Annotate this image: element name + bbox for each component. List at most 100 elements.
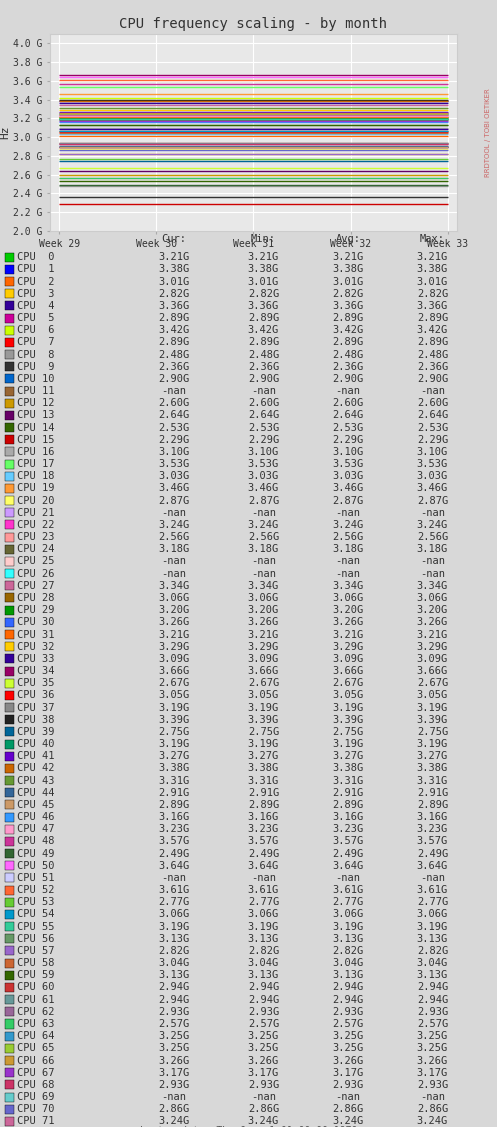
Text: 3.57G: 3.57G: [248, 836, 279, 846]
Text: -nan: -nan: [420, 557, 445, 567]
Text: 2.89G: 2.89G: [248, 337, 279, 347]
Text: 3.34G: 3.34G: [159, 580, 189, 591]
Text: 3.38G: 3.38G: [332, 763, 363, 773]
Text: 3.06G: 3.06G: [417, 593, 448, 603]
Text: -nan: -nan: [251, 557, 276, 567]
Text: 3.38G: 3.38G: [417, 763, 448, 773]
Text: 3.13G: 3.13G: [332, 970, 363, 980]
Text: CPU  6: CPU 6: [17, 326, 55, 335]
Text: CPU 27: CPU 27: [17, 580, 55, 591]
Text: 2.77G: 2.77G: [248, 897, 279, 907]
Text: 2.93G: 2.93G: [248, 1006, 279, 1017]
Text: 3.20G: 3.20G: [332, 605, 363, 615]
Text: 2.64G: 2.64G: [248, 410, 279, 420]
Text: 3.25G: 3.25G: [159, 1044, 189, 1054]
Text: 3.25G: 3.25G: [332, 1044, 363, 1054]
Text: 3.21G: 3.21G: [248, 252, 279, 263]
Text: 3.24G: 3.24G: [159, 1117, 189, 1126]
Text: RRDTOOL / TOBI OETIKER: RRDTOOL / TOBI OETIKER: [485, 88, 491, 177]
Text: 3.18G: 3.18G: [248, 544, 279, 554]
Text: CPU 65: CPU 65: [17, 1044, 55, 1054]
Text: CPU 56: CPU 56: [17, 934, 55, 943]
Text: 2.60G: 2.60G: [159, 398, 189, 408]
Text: 3.09G: 3.09G: [332, 654, 363, 664]
Text: 3.20G: 3.20G: [417, 605, 448, 615]
Text: CPU 58: CPU 58: [17, 958, 55, 968]
Text: 3.06G: 3.06G: [332, 593, 363, 603]
Text: 3.04G: 3.04G: [332, 958, 363, 968]
Text: 3.46G: 3.46G: [332, 483, 363, 494]
Text: 2.48G: 2.48G: [332, 349, 363, 360]
Text: 3.66G: 3.66G: [417, 666, 448, 676]
Text: 3.39G: 3.39G: [248, 715, 279, 725]
Text: 3.36G: 3.36G: [248, 301, 279, 311]
Text: 3.13G: 3.13G: [159, 934, 189, 943]
Text: CPU 41: CPU 41: [17, 752, 55, 761]
Text: -nan: -nan: [420, 1092, 445, 1102]
Text: CPU  4: CPU 4: [17, 301, 55, 311]
Text: 3.29G: 3.29G: [159, 641, 189, 651]
Text: 3.19G: 3.19G: [248, 739, 279, 749]
Text: CPU 13: CPU 13: [17, 410, 55, 420]
Text: 3.61G: 3.61G: [159, 885, 189, 895]
Text: 3.19G: 3.19G: [417, 702, 448, 712]
Text: 2.56G: 2.56G: [248, 532, 279, 542]
Text: 3.42G: 3.42G: [417, 326, 448, 335]
Text: CPU 40: CPU 40: [17, 739, 55, 749]
Text: 3.61G: 3.61G: [332, 885, 363, 895]
Text: CPU 26: CPU 26: [17, 569, 55, 578]
Text: 3.38G: 3.38G: [248, 763, 279, 773]
Text: 2.29G: 2.29G: [417, 435, 448, 445]
Text: 3.09G: 3.09G: [417, 654, 448, 664]
Text: 3.31G: 3.31G: [417, 775, 448, 786]
Text: -nan: -nan: [162, 1092, 186, 1102]
Text: -nan: -nan: [420, 508, 445, 517]
Text: 2.82G: 2.82G: [248, 946, 279, 956]
Text: 2.94G: 2.94G: [159, 995, 189, 1004]
Text: 2.77G: 2.77G: [417, 897, 448, 907]
Text: CPU 60: CPU 60: [17, 983, 55, 993]
Text: 3.16G: 3.16G: [417, 813, 448, 822]
Text: CPU 69: CPU 69: [17, 1092, 55, 1102]
Text: 3.38G: 3.38G: [332, 265, 363, 274]
Text: 3.27G: 3.27G: [332, 752, 363, 761]
Text: 3.34G: 3.34G: [332, 580, 363, 591]
Text: 3.61G: 3.61G: [248, 885, 279, 895]
Text: 3.23G: 3.23G: [417, 824, 448, 834]
Title: CPU frequency scaling - by month: CPU frequency scaling - by month: [119, 17, 388, 32]
Text: 3.39G: 3.39G: [417, 715, 448, 725]
Text: 3.13G: 3.13G: [248, 934, 279, 943]
Text: CPU 52: CPU 52: [17, 885, 55, 895]
Text: 3.16G: 3.16G: [248, 813, 279, 822]
Text: 3.31G: 3.31G: [332, 775, 363, 786]
Text: 3.05G: 3.05G: [417, 691, 448, 700]
Text: 2.82G: 2.82G: [248, 289, 279, 299]
Text: CPU  3: CPU 3: [17, 289, 55, 299]
Text: CPU 44: CPU 44: [17, 788, 55, 798]
Text: -nan: -nan: [251, 508, 276, 517]
Text: 2.64G: 2.64G: [159, 410, 189, 420]
Text: 2.49G: 2.49G: [332, 849, 363, 859]
Text: CPU 32: CPU 32: [17, 641, 55, 651]
Text: 3.03G: 3.03G: [159, 471, 189, 481]
Text: CPU  5: CPU 5: [17, 313, 55, 323]
Text: 3.19G: 3.19G: [159, 702, 189, 712]
Text: 3.17G: 3.17G: [332, 1067, 363, 1077]
Text: Cur:: Cur:: [162, 234, 186, 245]
Text: 3.10G: 3.10G: [417, 447, 448, 456]
Text: 3.19G: 3.19G: [332, 702, 363, 712]
Text: 3.46G: 3.46G: [159, 483, 189, 494]
Text: 3.06G: 3.06G: [417, 909, 448, 920]
Text: 2.48G: 2.48G: [248, 349, 279, 360]
Text: 2.82G: 2.82G: [332, 289, 363, 299]
Text: 3.66G: 3.66G: [248, 666, 279, 676]
Text: -nan: -nan: [251, 387, 276, 396]
Text: 3.20G: 3.20G: [248, 605, 279, 615]
Text: 3.19G: 3.19G: [332, 739, 363, 749]
Text: 3.26G: 3.26G: [248, 618, 279, 628]
Text: 2.67G: 2.67G: [159, 678, 189, 689]
Text: 2.75G: 2.75G: [159, 727, 189, 737]
Text: 3.42G: 3.42G: [248, 326, 279, 335]
Text: 3.24G: 3.24G: [417, 1117, 448, 1126]
Text: 2.48G: 2.48G: [417, 349, 448, 360]
